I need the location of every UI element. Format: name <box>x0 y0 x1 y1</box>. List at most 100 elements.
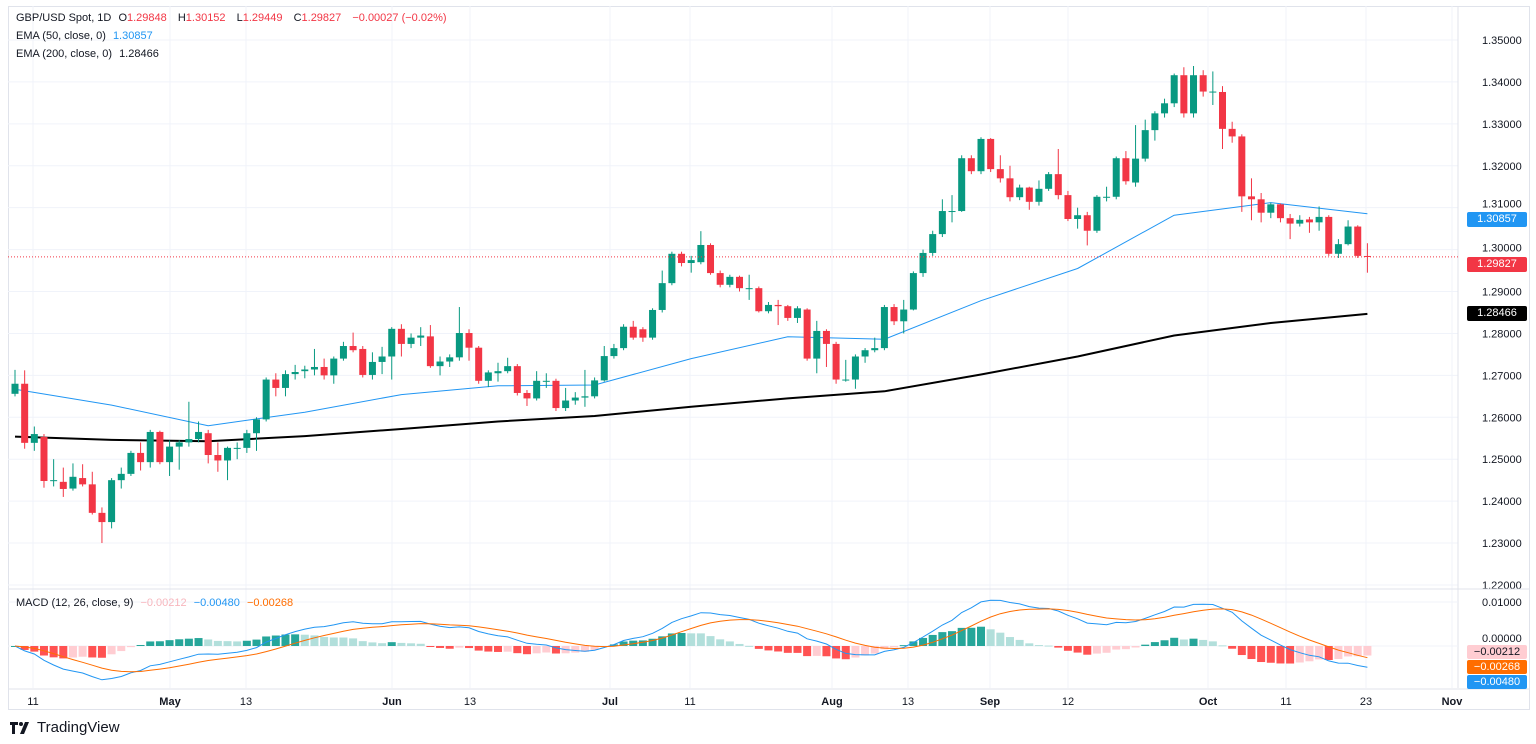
candle-body <box>1141 130 1149 159</box>
macd-hist-value: −0.00212 <box>140 597 187 609</box>
candle <box>639 327 647 342</box>
macd-histogram-bar <box>1257 646 1266 663</box>
candle-body <box>1228 128 1236 137</box>
candle-body <box>127 452 135 474</box>
candle <box>871 337 879 353</box>
candle <box>764 302 772 314</box>
candle-body <box>707 244 715 274</box>
macd-histogram-bar <box>638 640 647 646</box>
macd-histogram-bar <box>281 634 290 646</box>
candle-body <box>755 288 763 312</box>
ema200-legend[interactable]: EMA (200, close, 0) 1.28466 <box>16 48 163 60</box>
tradingview-logo[interactable]: TradingView <box>10 719 120 736</box>
candle <box>813 320 821 374</box>
candle <box>861 348 869 363</box>
macd-histogram-bar <box>919 637 928 646</box>
candle-body <box>890 307 898 322</box>
candle-body <box>1315 216 1323 223</box>
candle <box>938 199 946 238</box>
macd-histogram-bar <box>1199 639 1208 646</box>
candle <box>21 370 29 449</box>
candle <box>774 299 782 326</box>
ema50-legend[interactable]: EMA (50, close, 0) 1.30857 <box>16 30 157 42</box>
time-tick-label: 13 <box>240 696 252 708</box>
candle <box>552 378 560 411</box>
macd-histogram-bar <box>1005 637 1014 646</box>
time-tick-label: Sep <box>980 696 1000 708</box>
candle-body <box>146 431 154 463</box>
macd-histogram-bar <box>619 641 628 646</box>
candle-body <box>465 333 473 348</box>
macd-histogram-bar <box>967 627 976 646</box>
macd-legend[interactable]: MACD (12, 26, close, 9) −0.00212 −0.0048… <box>16 597 297 609</box>
candle <box>1161 98 1169 118</box>
macd-histogram-bar <box>841 646 850 660</box>
candle <box>504 357 512 374</box>
candle <box>716 270 724 288</box>
macd-histogram-bar <box>1353 646 1362 657</box>
candle <box>1103 186 1111 202</box>
macd-histogram-bar <box>648 638 657 646</box>
tradingview-logo-icon <box>10 721 29 734</box>
candle-body <box>919 252 927 274</box>
candle <box>224 446 232 481</box>
candle <box>446 354 454 367</box>
ema200-value: 1.28466 <box>119 48 159 60</box>
macd-histogram-bar <box>465 646 474 649</box>
candle <box>465 329 473 361</box>
candle-body <box>851 356 859 380</box>
ema200-label: EMA (200, close, 0) <box>16 48 112 60</box>
candle <box>262 377 270 422</box>
macd-histogram-bar <box>1218 645 1227 647</box>
macd-axis: 0.01000 0.00000 <box>1482 597 1522 645</box>
candle-body <box>301 369 309 372</box>
macd-histogram-bar <box>1150 642 1159 646</box>
candle <box>1064 190 1072 222</box>
candle <box>890 304 898 326</box>
candle-body <box>822 330 830 344</box>
candle-body <box>50 480 58 482</box>
candle <box>253 417 260 451</box>
macd-histogram-bar <box>1121 646 1130 650</box>
macd-histogram-bar <box>735 643 744 646</box>
candle <box>349 332 357 353</box>
macd-histogram-bar <box>716 639 725 646</box>
candle <box>69 463 77 491</box>
candle <box>620 324 628 351</box>
macd-histogram-bar <box>78 646 87 657</box>
macd-histogram-bar <box>310 635 319 646</box>
candle-body <box>1112 158 1120 197</box>
candle <box>919 249 927 277</box>
candle <box>1305 216 1313 233</box>
candle-body <box>736 276 743 289</box>
candle <box>1074 207 1082 229</box>
macd-histogram-bar <box>126 646 135 648</box>
chart-frame <box>8 6 1530 710</box>
candle <box>378 346 386 375</box>
candle-body <box>1267 204 1275 213</box>
candle-body <box>21 383 29 443</box>
candle-body <box>88 484 96 513</box>
macd-histogram-bar <box>928 634 937 646</box>
candle-body <box>929 234 937 253</box>
candle <box>1296 215 1304 227</box>
symbol-legend[interactable]: GBP/USD Spot, 1D O1.29848 H1.30152 L1.29… <box>16 12 451 24</box>
candle <box>600 346 608 382</box>
candle <box>30 426 38 451</box>
candle-body <box>243 433 251 448</box>
ema200-price-badge: 1.28466 <box>1467 306 1527 321</box>
candle <box>339 341 347 361</box>
macd-histogram-bar <box>436 646 445 648</box>
candle <box>842 359 850 382</box>
candle-body <box>214 455 222 461</box>
candle-body <box>813 330 821 359</box>
candle-body <box>774 304 782 307</box>
ema50-price-badge: 1.30857 <box>1467 212 1527 227</box>
candle-body <box>1006 178 1014 198</box>
macd-histogram-bar <box>1189 638 1198 646</box>
candle <box>98 507 106 544</box>
macd-histogram-bar <box>368 642 377 646</box>
candle <box>736 275 743 292</box>
candle <box>204 429 212 464</box>
